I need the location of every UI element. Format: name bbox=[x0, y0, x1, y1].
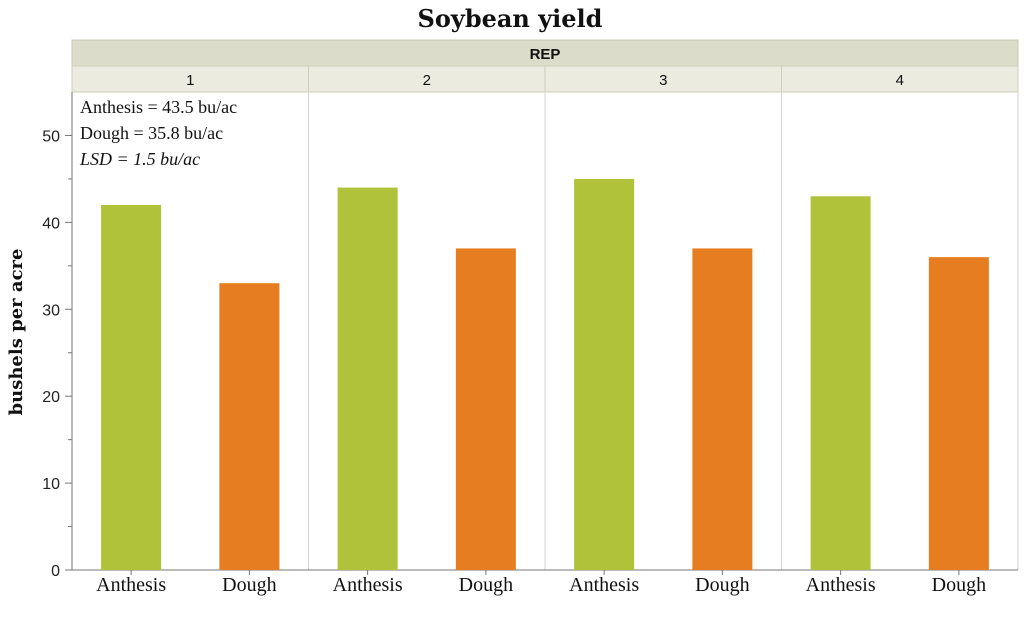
y-tick-label: 10 bbox=[42, 476, 60, 493]
x-axis-labels: Anthesis Dough Anthesis Dough Anthesis Dough A… bbox=[96, 570, 986, 596]
y-axis-label: bushels per acre bbox=[6, 249, 27, 416]
plot-panels bbox=[308, 92, 1019, 570]
panel-header-bg bbox=[781, 65, 1019, 93]
bar-anthesis-4 bbox=[810, 196, 871, 571]
panel-label: 2 bbox=[423, 72, 431, 89]
chart-title: Soybean yield bbox=[418, 4, 603, 33]
x-tick-label: Anthesis bbox=[333, 574, 403, 596]
y-tick-label: 30 bbox=[42, 302, 60, 319]
y-tick-label: 0 bbox=[51, 563, 60, 580]
y-tick-label: 40 bbox=[42, 215, 60, 232]
annotation-line: Dough = 35.8 bu/ac bbox=[80, 123, 223, 143]
panel-label: 3 bbox=[659, 72, 667, 89]
x-tick-label: Dough bbox=[222, 574, 276, 596]
facet-strip: REP 1 2 3 4 bbox=[71, 39, 1019, 93]
x-tick-label: Dough bbox=[459, 574, 513, 596]
bar-dough-3 bbox=[692, 248, 753, 570]
annotation-line: Anthesis = 43.5 bu/ac bbox=[80, 97, 237, 117]
panel-label: 4 bbox=[896, 72, 904, 89]
annotations: Anthesis = 43.5 bu/ac Dough = 35.8 bu/ac L… bbox=[79, 97, 237, 169]
x-tick-label: Dough bbox=[932, 574, 986, 596]
x-tick-label: Anthesis bbox=[96, 574, 166, 596]
bar-dough-1 bbox=[219, 283, 280, 570]
annotation-line: LSD = 1.5 bu/ac bbox=[79, 149, 200, 169]
panel-header-bg bbox=[308, 65, 546, 93]
strip-header-bg bbox=[71, 39, 1019, 67]
x-tick-label: Anthesis bbox=[569, 574, 639, 596]
bars bbox=[101, 178, 989, 571]
bar-dough-2 bbox=[455, 248, 516, 570]
bar-anthesis-1 bbox=[101, 204, 162, 570]
panel-label: 1 bbox=[186, 72, 194, 89]
y-tick-label: 50 bbox=[42, 128, 60, 145]
facet-label: REP bbox=[530, 46, 561, 63]
bar-dough-4 bbox=[928, 257, 989, 570]
bar-anthesis-3 bbox=[574, 178, 635, 570]
y-tick-label: 20 bbox=[42, 389, 60, 406]
panel-header-bg bbox=[71, 65, 309, 93]
x-tick-label: Anthesis bbox=[806, 574, 876, 596]
x-tick-label: Dough bbox=[695, 574, 749, 596]
bar-anthesis-2 bbox=[337, 187, 398, 570]
